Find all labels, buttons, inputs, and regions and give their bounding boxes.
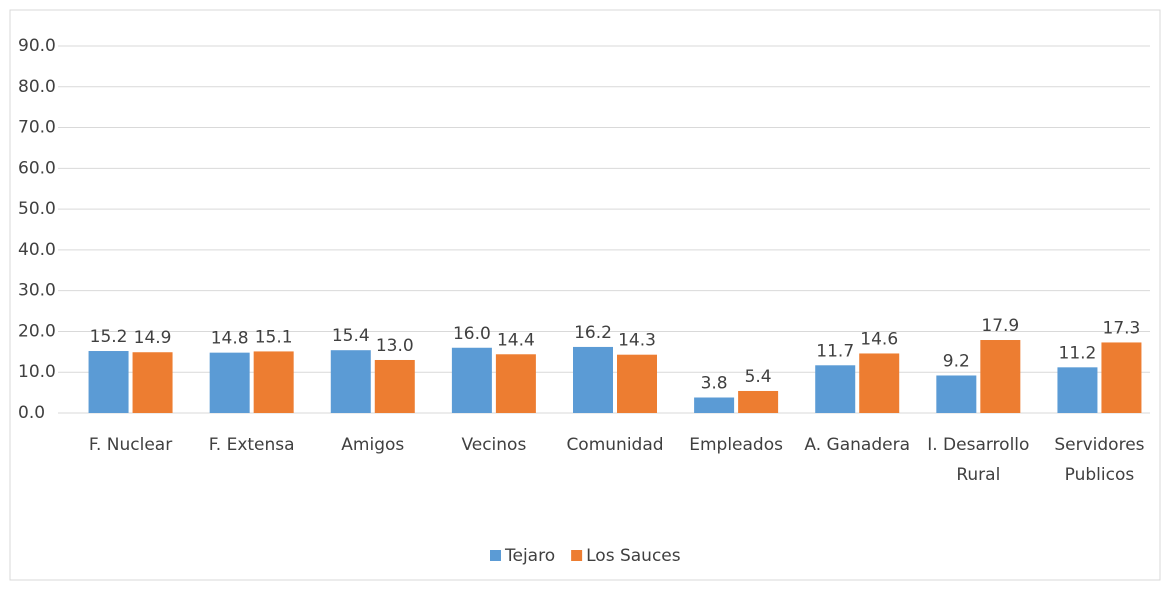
bar — [1101, 342, 1142, 413]
data-label: 5.4 — [745, 367, 772, 387]
bar — [980, 340, 1021, 413]
bar — [495, 354, 536, 413]
y-tick-label: 60.0 — [18, 158, 56, 178]
data-label: 14.6 — [860, 329, 898, 349]
y-tick-label: 90.0 — [18, 36, 56, 56]
y-tick-label: 80.0 — [18, 77, 56, 97]
data-label: 15.1 — [255, 327, 293, 347]
y-tick-label: 70.0 — [18, 118, 56, 138]
bar — [209, 352, 250, 413]
bar — [374, 359, 415, 413]
bar — [88, 351, 129, 413]
data-label: 17.9 — [981, 316, 1019, 336]
data-label: 14.3 — [618, 331, 656, 351]
bar — [573, 346, 613, 413]
y-tick-label: 40.0 — [18, 240, 56, 260]
bar — [132, 352, 173, 413]
data-label: 14.4 — [497, 330, 535, 350]
data-label: 13.0 — [376, 336, 414, 356]
data-label: 16.2 — [574, 323, 612, 343]
legend-swatch — [571, 550, 583, 561]
data-label: 15.2 — [90, 327, 128, 347]
data-label: 14.8 — [211, 329, 249, 349]
x-tick-label: Comunidad — [566, 435, 663, 455]
x-tick-label: F. Nuclear — [89, 435, 172, 455]
data-label: 15.4 — [332, 326, 370, 346]
legend-label: Los Sauces — [586, 546, 681, 566]
x-tick-label: Vecinos — [461, 435, 526, 455]
bar — [694, 397, 735, 413]
y-tick-label: 50.0 — [18, 199, 56, 219]
data-label: 3.8 — [701, 374, 728, 394]
bar — [330, 350, 371, 413]
y-tick-label: 10.0 — [18, 362, 56, 382]
data-label: 11.7 — [816, 341, 854, 361]
x-tick-label: A. Ganadera — [804, 435, 910, 455]
bar — [617, 354, 657, 413]
data-label: 16.0 — [453, 324, 491, 344]
data-label: 14.9 — [134, 328, 172, 348]
data-label: 17.3 — [1103, 318, 1141, 338]
data-label: 11.2 — [1059, 343, 1097, 363]
x-tick-label: Empleados — [689, 435, 783, 455]
legend-label: Tejaro — [504, 546, 555, 566]
x-tick-label: Amigos — [341, 435, 404, 455]
bar — [859, 353, 900, 413]
bar — [815, 365, 856, 413]
bar — [253, 351, 294, 413]
bar — [451, 347, 492, 413]
y-tick-label: 0.0 — [18, 403, 45, 423]
y-tick-label: 30.0 — [18, 281, 56, 301]
legend-swatch — [490, 550, 501, 561]
y-tick-label: 20.0 — [18, 321, 56, 341]
chart-border — [9, 9, 1161, 581]
x-tick-label: I. Desarrollo Rural — [927, 435, 1029, 485]
x-tick-label: F. Extensa — [209, 435, 295, 455]
bar — [1057, 367, 1098, 413]
bar — [738, 390, 779, 413]
bar — [936, 375, 977, 413]
x-tick-label: Servidores Publicos — [1054, 435, 1144, 485]
data-label: 9.2 — [943, 351, 970, 371]
